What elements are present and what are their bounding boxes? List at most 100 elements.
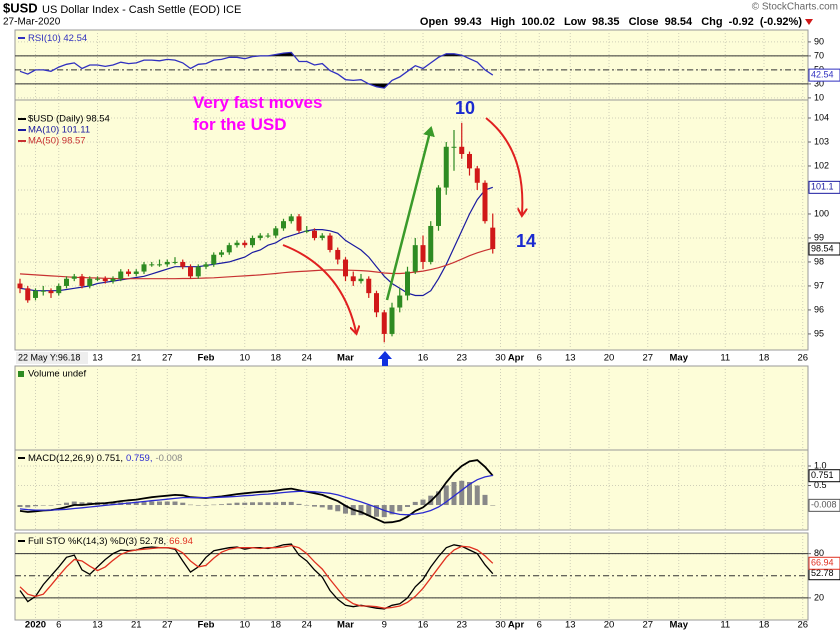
x-tick-label: 30 xyxy=(495,620,506,631)
histogram-bar xyxy=(265,502,271,506)
x-tick-label: Feb xyxy=(198,620,215,631)
x-tick-label: 26 xyxy=(797,620,808,631)
candle-body xyxy=(405,271,410,296)
histogram-bar xyxy=(195,505,201,506)
x-tick-label: 18 xyxy=(270,353,281,364)
candle-body xyxy=(149,264,155,266)
histogram-bar xyxy=(474,485,480,506)
candle-body xyxy=(188,266,193,277)
histogram-bar xyxy=(242,502,248,506)
candle-body xyxy=(428,225,434,262)
close-label: Close xyxy=(629,16,659,28)
y-tick-label: 98 xyxy=(814,256,824,266)
last-value-label: 98.54 xyxy=(811,243,834,253)
last-value-box xyxy=(808,68,840,82)
annotation: 14 xyxy=(516,231,536,251)
candle-body xyxy=(133,271,139,274)
candle-body xyxy=(482,182,488,222)
x-tick-label: 20 xyxy=(604,353,615,364)
legend-item: MACD(12,26,9) 0.751, xyxy=(28,453,123,464)
green-arrow xyxy=(385,126,435,301)
histogram-bar xyxy=(203,505,209,506)
legend: MACD(12,26,9) 0.751, 0.759, -0.008 xyxy=(28,453,182,464)
candle-body xyxy=(343,259,348,277)
candle-body xyxy=(467,153,472,169)
candle-body xyxy=(389,307,395,334)
candle-body xyxy=(226,245,232,253)
x-tick-label: 10 xyxy=(239,620,250,631)
x-tick-label: Apr xyxy=(508,353,525,364)
red-arrow xyxy=(485,117,522,214)
y-tick-label: 97 xyxy=(814,280,824,290)
candle-body xyxy=(40,290,46,292)
last-value-box xyxy=(808,180,840,194)
histogram-bar xyxy=(281,501,286,506)
histogram-bar xyxy=(412,501,418,506)
last-value-box xyxy=(808,242,840,256)
chg-label: Chg xyxy=(701,16,722,28)
histogram-bar xyxy=(327,505,333,510)
x-tick-label: 6 xyxy=(56,620,61,631)
candle-body xyxy=(33,290,38,298)
histogram-bar xyxy=(482,494,488,506)
candle-body xyxy=(219,252,224,255)
histogram-bar xyxy=(211,504,217,506)
panel: Volume undef xyxy=(14,365,809,451)
candle-body xyxy=(164,261,170,265)
candle-body xyxy=(25,288,31,301)
legend: RSI(10) 42.54 xyxy=(28,33,87,44)
candle-body xyxy=(312,230,317,238)
histogram-bar xyxy=(304,505,310,506)
candle-body xyxy=(48,290,54,294)
extreme-fill xyxy=(368,83,389,89)
histogram-bar xyxy=(226,503,232,506)
candle-body xyxy=(211,254,217,265)
indicator-line xyxy=(19,474,493,516)
y-tick-label: 96 xyxy=(814,304,824,314)
crosshair-box xyxy=(16,352,88,364)
indicator-line xyxy=(19,459,494,524)
x-tick-label: Feb xyxy=(198,353,215,364)
candle-body xyxy=(180,261,186,267)
low: 98.35 xyxy=(592,16,620,28)
last-value-box xyxy=(808,469,840,483)
histogram-bar xyxy=(459,480,465,506)
legend: Volume undef xyxy=(28,369,86,380)
indicator-line xyxy=(19,544,494,609)
x-tick-label: 9 xyxy=(382,620,387,631)
candle-body xyxy=(118,271,124,279)
histogram-bar xyxy=(436,491,441,506)
y-tick-label: 10 xyxy=(814,92,824,102)
candle-body xyxy=(288,216,294,222)
histogram-bar xyxy=(188,504,193,506)
histogram-bar xyxy=(451,482,457,506)
histogram-bar xyxy=(319,505,325,508)
histogram-bar xyxy=(149,501,155,506)
x-tick-label: 21 xyxy=(131,353,142,364)
histogram-bar xyxy=(133,502,139,506)
histogram-bar xyxy=(79,502,85,506)
low-label: Low xyxy=(564,16,586,28)
x-tick-label: 16 xyxy=(418,620,429,631)
candle-body xyxy=(281,221,286,229)
chg-pct: (-0.92%) xyxy=(760,16,803,28)
y-tick-label: 99 xyxy=(814,232,824,242)
histogram-bar xyxy=(141,501,147,506)
legend: $USD (Daily) 98.54 xyxy=(28,114,110,125)
candle-body xyxy=(459,146,465,154)
candle-body xyxy=(490,227,496,249)
candle-body xyxy=(95,278,100,280)
annotation: Very fast moves xyxy=(193,93,322,112)
histogram-bar xyxy=(64,502,69,506)
down-triangle xyxy=(805,19,813,25)
histogram-bar xyxy=(389,505,395,515)
histogram-bar xyxy=(312,505,317,507)
histogram-bar xyxy=(288,501,294,506)
x-tick-label: Mar xyxy=(337,620,354,631)
x-tick-label: 11 xyxy=(720,353,730,364)
histogram-bar xyxy=(17,505,23,507)
histogram-bar xyxy=(33,505,38,507)
